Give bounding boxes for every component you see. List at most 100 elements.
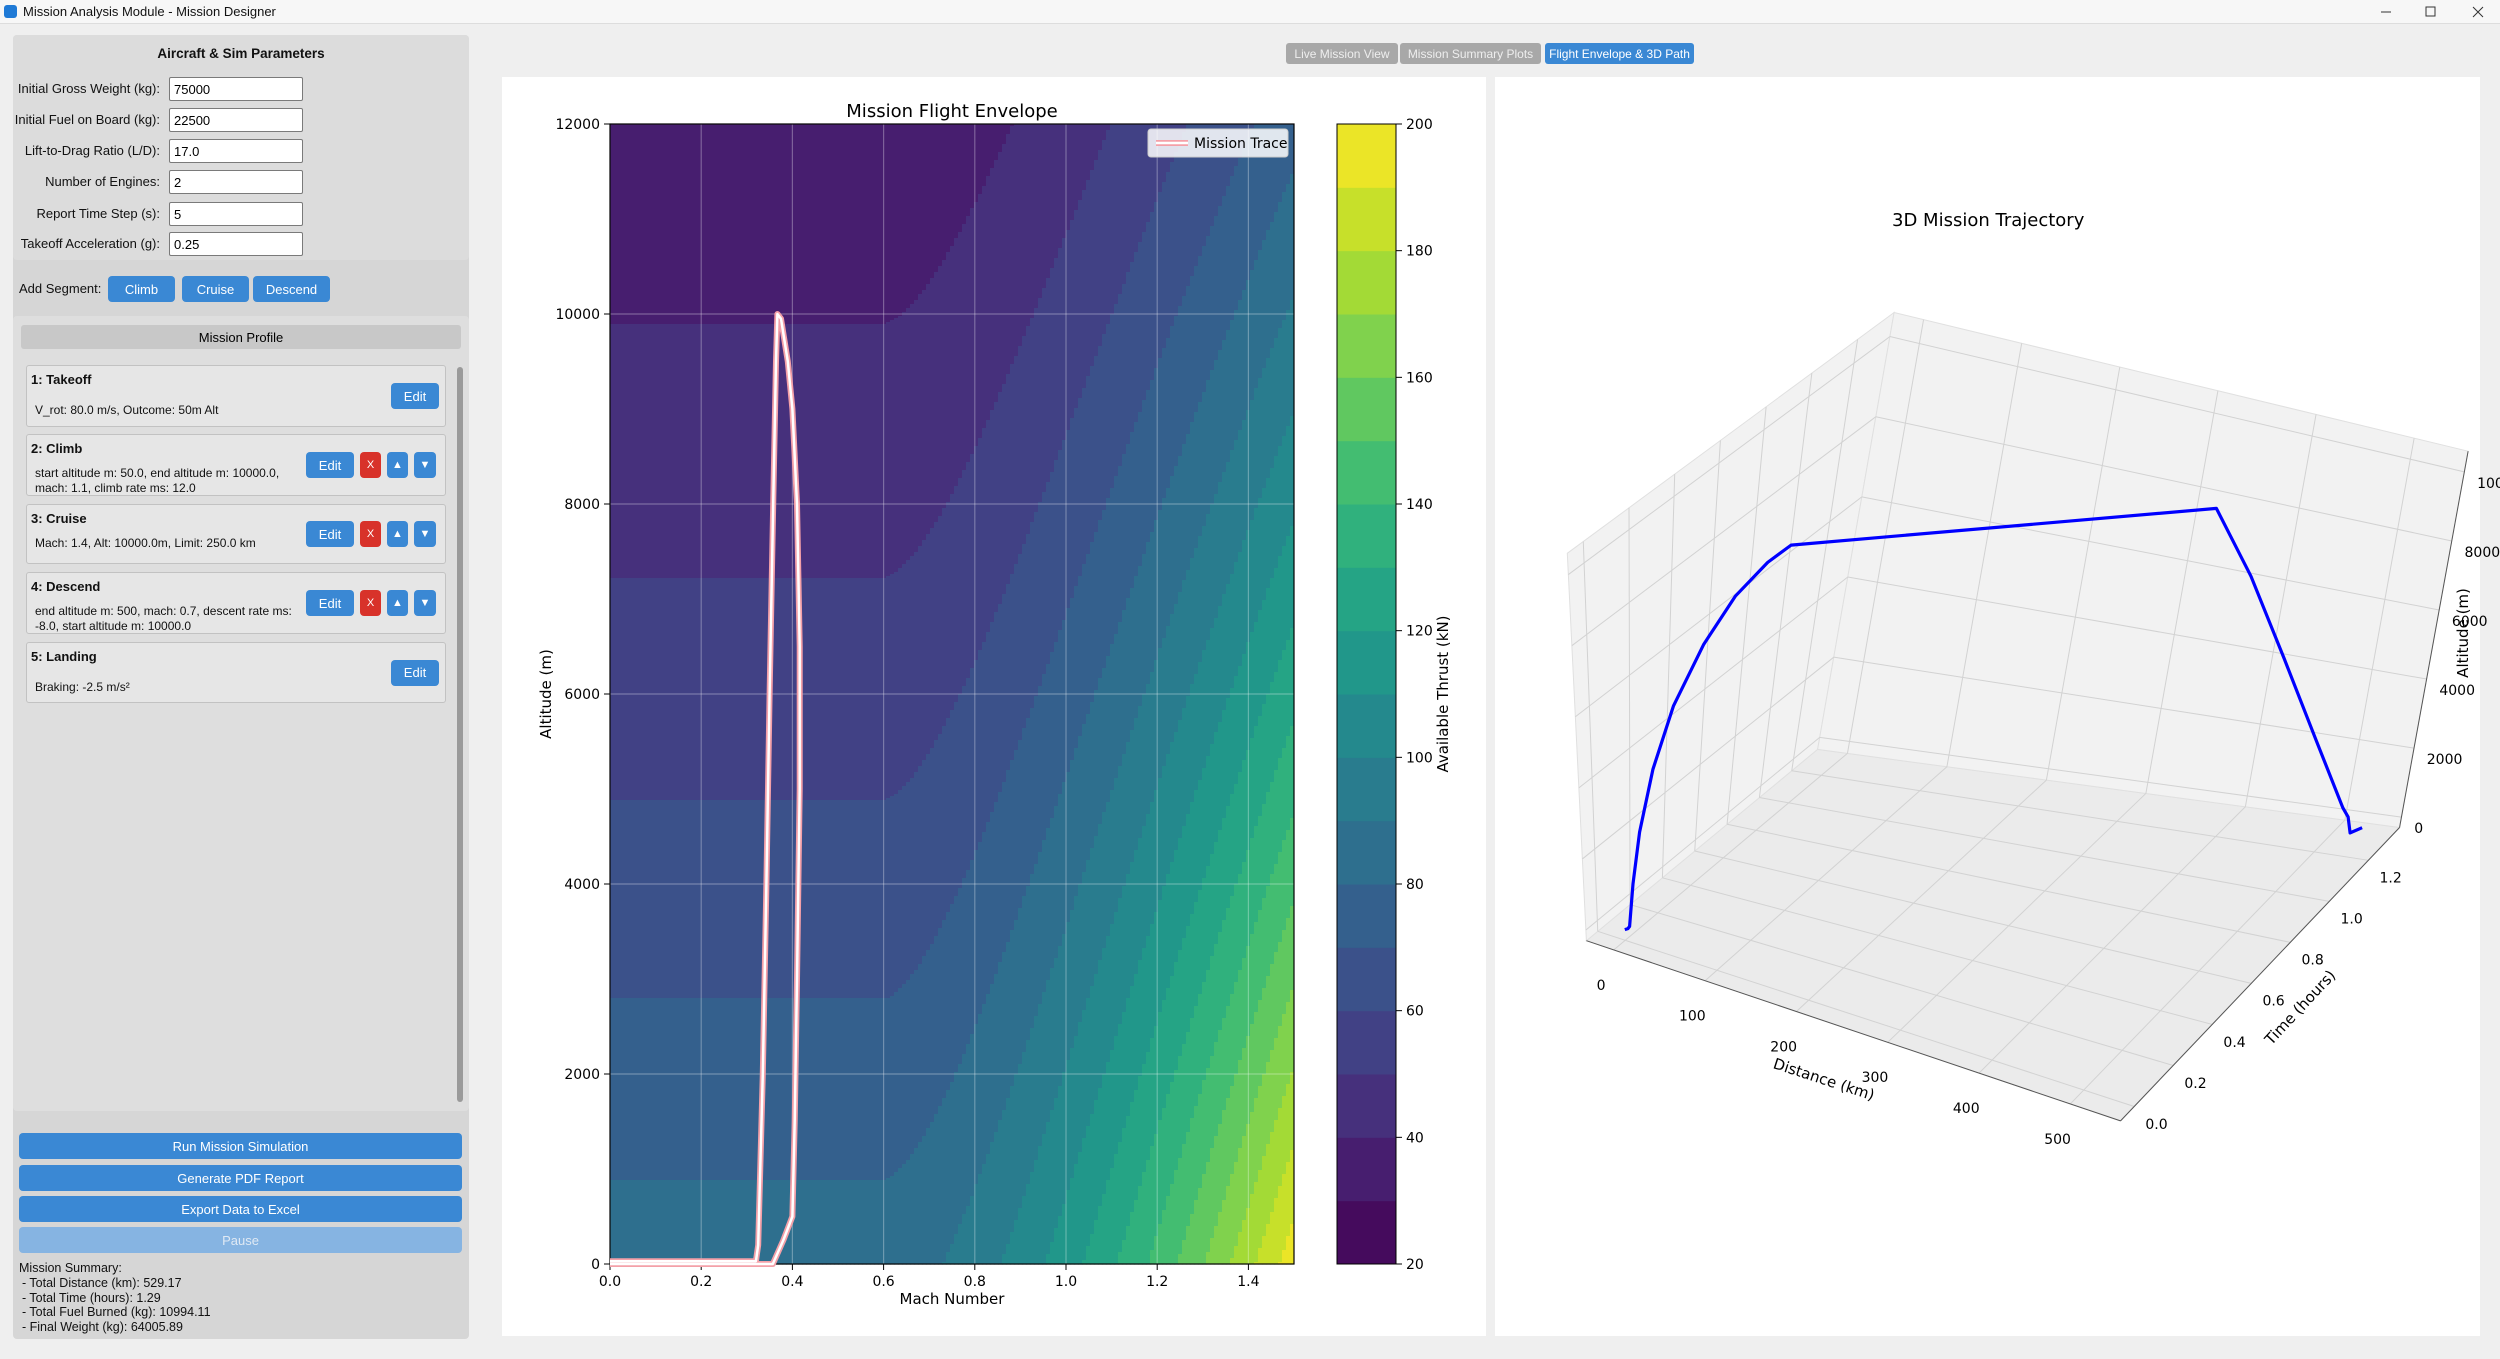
contour-band [1106, 936, 1111, 1063]
contour-band [1114, 1154, 1119, 1265]
tab[interactable]: Mission Summary Plots [1400, 43, 1541, 64]
action-button[interactable]: Pause [19, 1227, 462, 1253]
contour-band [782, 578, 787, 801]
contour-band [834, 578, 839, 801]
contour-band [1282, 1014, 1287, 1097]
contour-band [1186, 124, 1191, 287]
contour-band [1262, 488, 1267, 601]
contour-band [746, 324, 751, 579]
contour-band [1250, 1112, 1255, 1195]
segment-move-up-button[interactable]: ▲ [387, 452, 408, 478]
contour-band [826, 578, 831, 801]
contour-band [1286, 426, 1291, 537]
contour-band [962, 1214, 967, 1265]
add-segment-button[interactable]: Cruise [182, 276, 249, 302]
tab[interactable]: Flight Envelope & 3D Path [1545, 43, 1694, 64]
field-input[interactable]: 5 [169, 202, 303, 226]
scrollbar[interactable] [457, 367, 463, 1102]
segment-edit-button[interactable]: Edit [306, 452, 354, 478]
action-button[interactable]: Export Data to Excel [19, 1196, 462, 1222]
segment-edit-button[interactable]: Edit [306, 521, 354, 547]
tab[interactable]: Live Mission View [1286, 43, 1398, 64]
segment-move-down-button[interactable]: ▼ [414, 452, 436, 478]
contour-band [1274, 864, 1279, 953]
maximize-icon[interactable] [2425, 6, 2436, 17]
contour-band [1254, 388, 1259, 509]
contour-band [1162, 1000, 1167, 1109]
field-input[interactable]: 2 [169, 170, 303, 194]
segment-move-up-button[interactable]: ▲ [387, 590, 408, 616]
contour-band [1118, 466, 1123, 623]
contour-band [742, 324, 747, 579]
colorbar-band [1337, 1010, 1396, 1075]
contour-band [1094, 124, 1099, 161]
contour-band [1130, 432, 1135, 589]
contour-band [1110, 790, 1115, 925]
segment-delete-button[interactable]: X [360, 521, 381, 547]
contour-band [1274, 456, 1279, 569]
contour-band [1062, 934, 1067, 1073]
contour-band [1258, 1170, 1263, 1249]
contour-band [1046, 980, 1051, 1123]
contour-band [1054, 124, 1059, 259]
contour-band [1286, 1002, 1291, 1085]
field-input[interactable]: 75000 [169, 77, 303, 101]
add-segment-button[interactable]: Descend [253, 276, 330, 302]
contour-band [742, 578, 747, 801]
segment-move-up-button[interactable]: ▲ [387, 521, 408, 547]
contour-band [1154, 1026, 1159, 1135]
contour-band [1134, 850, 1139, 975]
contour-band [1238, 158, 1243, 301]
contour-band [814, 800, 819, 999]
segment-delete-button[interactable]: X [360, 590, 381, 616]
segment-edit-button[interactable]: Edit [391, 659, 439, 686]
action-button[interactable]: Generate PDF Report [19, 1165, 462, 1191]
contour-band [1114, 124, 1119, 305]
window-controls[interactable] [2370, 0, 2500, 24]
contour-band [1234, 676, 1239, 785]
segment-move-down-button[interactable]: ▼ [414, 590, 436, 616]
field-input[interactable]: 0.25 [169, 232, 303, 256]
segment-move-down-button[interactable]: ▼ [414, 521, 436, 547]
segment-edit-button[interactable]: Edit [306, 590, 354, 616]
contour-band [990, 124, 995, 169]
contour-band [710, 998, 715, 1181]
contour-band [1274, 124, 1279, 213]
contour-band [854, 578, 859, 801]
contour-band [1282, 436, 1287, 547]
segment-delete-button[interactable]: X [360, 452, 381, 478]
contour-band [1010, 1086, 1015, 1233]
contour-band [1066, 124, 1071, 231]
action-button[interactable]: Run Mission Simulation [19, 1133, 462, 1159]
close-icon[interactable] [2472, 6, 2484, 18]
contour-band [962, 470, 967, 687]
contour-band [950, 1082, 955, 1245]
contour-band [1282, 1096, 1287, 1175]
contour-band [802, 998, 807, 1181]
contour-band [1206, 1068, 1211, 1163]
grid-line [2344, 438, 2415, 821]
contour-band [1270, 874, 1275, 965]
contour-band [1066, 608, 1071, 773]
contour-band [898, 1168, 903, 1265]
contour-band [790, 578, 795, 801]
contour-band [910, 778, 915, 975]
contour-band [1290, 818, 1294, 907]
contour-band [1290, 1224, 1294, 1265]
contour-band [878, 1180, 883, 1265]
contour-band [690, 998, 695, 1181]
grid-line [1791, 339, 1859, 771]
field-input[interactable]: 17.0 [169, 139, 303, 163]
contour-band [622, 800, 627, 999]
x-tick-label: 0.2 [690, 1274, 712, 1290]
contour-band [846, 998, 851, 1181]
field-input[interactable]: 22500 [169, 108, 303, 132]
segment-edit-button[interactable]: Edit [391, 383, 439, 409]
add-segment-button[interactable]: Climb [108, 276, 175, 302]
contour-band [1102, 334, 1107, 511]
grid-line [1759, 797, 2330, 902]
contour-band [1146, 814, 1151, 937]
contour-band [1174, 152, 1179, 317]
contour-band [874, 324, 879, 579]
